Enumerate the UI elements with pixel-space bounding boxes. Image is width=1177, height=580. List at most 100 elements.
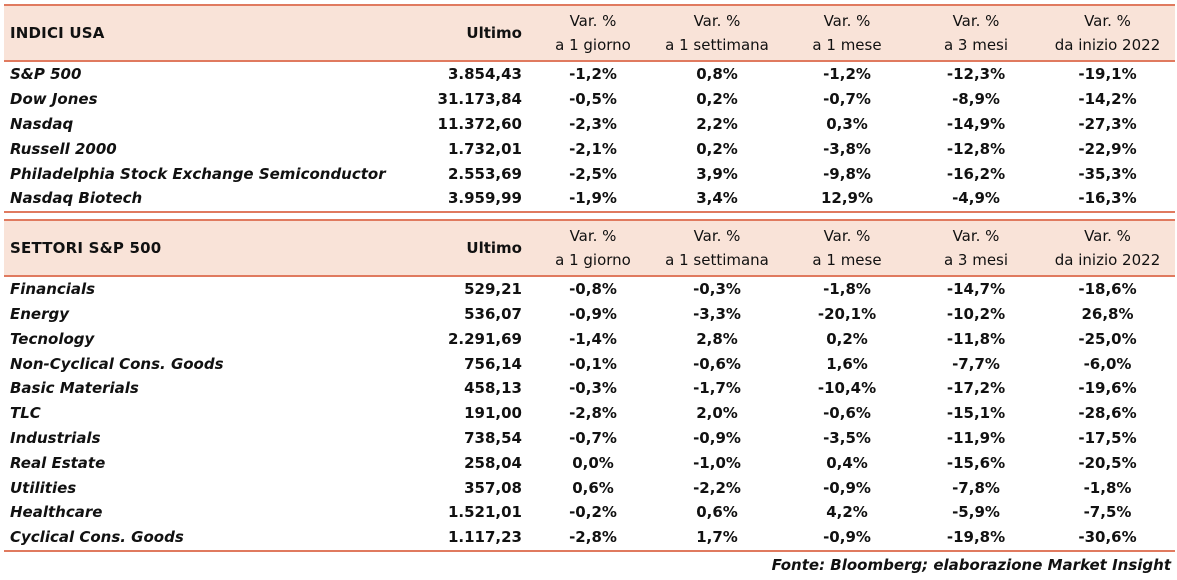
table-row: Non-Cyclical Cons. Goods 756,14 -0,1% -0,6%… bbox=[4, 351, 1175, 376]
row-variation-m1: -1,8% bbox=[823, 280, 871, 299]
column-header-line2: a 1 settimana bbox=[665, 250, 769, 269]
row-last-value: 1.117,23 bbox=[414, 524, 534, 552]
row-variation-m3: -11,9% bbox=[946, 428, 1006, 447]
table-row: Real Estate 258,04 0,0% -1,0% 0,4% -15,6% -20,… bbox=[4, 450, 1175, 475]
column-header-line2: a 1 mese bbox=[812, 250, 882, 269]
row-variation-w1: -0,3% bbox=[693, 280, 741, 299]
row-variation-m1: -0,9% bbox=[782, 524, 912, 552]
row-name: S&P 500 bbox=[10, 65, 82, 84]
column-header-line1: Var. % bbox=[1084, 226, 1131, 245]
table-row: Russell 2000 1.732,01 -2,1% 0,2% -3,8% -12,8%… bbox=[4, 136, 1175, 161]
row-variation-m3: -19,8% bbox=[912, 524, 1040, 552]
table-row: TLC 191,00 -2,8% 2,0% -0,6% -15,1% -28,6% bbox=[4, 401, 1175, 426]
row-variation-m3: -7,7% bbox=[952, 354, 1000, 373]
row-last-value: 1.732,01 bbox=[447, 139, 522, 158]
spacer-cell bbox=[4, 212, 1175, 220]
market-table-container: INDICI USA Ultimo Var. % a 1 giorno Var. % a … bbox=[4, 4, 1175, 552]
column-header-line1: Var. % bbox=[1084, 12, 1131, 30]
row-variation-d1: -1,2% bbox=[569, 65, 617, 84]
table-row: Financials 529,21 -0,8% -0,3% -1,8% -14,7% -18… bbox=[4, 276, 1175, 302]
row-variation-w1: -1,7% bbox=[693, 379, 741, 398]
column-header-variation: Var. % da inizio 2022 bbox=[1040, 218, 1175, 277]
row-variation-d1: -1,4% bbox=[569, 329, 617, 348]
row-last-value: 31.173,84 bbox=[437, 90, 522, 109]
table-row: S&P 500 3.854,43 -1,2% 0,8% -1,2% -12,3% -19,1… bbox=[4, 61, 1175, 87]
row-variation-ytd: -6,0% bbox=[1083, 354, 1132, 373]
row-variation-m1: -20,1% bbox=[817, 304, 877, 323]
row-variation-ytd: -19,6% bbox=[1078, 379, 1137, 398]
table-row: Dow Jones 31.173,84 -0,5% 0,2% -0,7% -8,9% -14… bbox=[4, 87, 1175, 112]
row-last-value: 3.854,43 bbox=[447, 65, 522, 84]
row-variation-m3: -17,2% bbox=[946, 379, 1006, 398]
column-header-variation: Var. % a 1 mese bbox=[782, 4, 912, 62]
column-header-line1: Var. % bbox=[823, 226, 871, 245]
row-variation-m1: -9,8% bbox=[823, 164, 871, 183]
row-variation-w1: -0,6% bbox=[693, 354, 741, 373]
row-variation-m1: -0,7% bbox=[823, 90, 871, 109]
row-variation-w1: -2,2% bbox=[693, 478, 741, 497]
row-last-value: 191,00 bbox=[464, 404, 522, 423]
row-variation-d1: 0,6% bbox=[572, 478, 614, 497]
row-last-value: 11.372,60 bbox=[437, 114, 522, 133]
row-last-value: 529,21 bbox=[464, 280, 522, 299]
row-variation-w1: 0,8% bbox=[696, 65, 738, 84]
row-variation-d1: -2,8% bbox=[534, 524, 652, 552]
row-variation-m1: -3,8% bbox=[823, 139, 871, 158]
row-variation-m1: 0,2% bbox=[826, 329, 868, 348]
row-last-value: 2.553,69 bbox=[447, 164, 522, 183]
row-last-value: 357,08 bbox=[464, 478, 522, 497]
row-variation-m1: 12,9% bbox=[782, 185, 912, 213]
table-row: Energy 536,07 -0,9% -3,3% -20,1% -10,2% 26,8% bbox=[4, 302, 1175, 327]
column-header-variation: Var. % a 1 settimana bbox=[652, 4, 782, 62]
row-last-value: 3.959,99 bbox=[414, 185, 534, 213]
row-variation-ytd: -17,5% bbox=[1078, 428, 1137, 447]
row-variation-ytd: -28,6% bbox=[1078, 404, 1137, 423]
row-variation-ytd: -35,3% bbox=[1078, 164, 1137, 183]
row-name: Tecnology bbox=[10, 329, 95, 348]
column-header-line2: a 1 mese bbox=[812, 36, 882, 54]
row-variation-ytd: -1,8% bbox=[1083, 478, 1132, 497]
row-variation-ytd: -7,5% bbox=[1083, 503, 1132, 522]
section-header-row: INDICI USA Ultimo Var. % a 1 giorno Var. % a … bbox=[4, 4, 1175, 62]
column-header-variation: Var. % a 1 mese bbox=[782, 218, 912, 277]
row-variation-w1: 2,0% bbox=[696, 404, 738, 423]
row-variation-m1: 1,6% bbox=[826, 354, 868, 373]
row-variation-d1: -2,3% bbox=[569, 114, 617, 133]
row-name: Utilities bbox=[10, 478, 77, 497]
row-variation-w1: 2,8% bbox=[696, 329, 738, 348]
row-variation-m3: -8,9% bbox=[952, 90, 1000, 109]
row-variation-m3: -10,2% bbox=[946, 304, 1006, 323]
row-variation-w1: 2,2% bbox=[696, 114, 738, 133]
column-header-last: Ultimo bbox=[414, 4, 534, 62]
column-header-line2: da inizio 2022 bbox=[1054, 250, 1161, 269]
row-variation-d1: -0,5% bbox=[569, 90, 617, 109]
row-variation-ytd: -14,2% bbox=[1078, 90, 1137, 109]
row-name: Dow Jones bbox=[10, 90, 98, 109]
row-variation-d1: -2,5% bbox=[569, 164, 617, 183]
row-variation-m3: -4,9% bbox=[912, 185, 1040, 213]
row-last-value: 2.291,69 bbox=[447, 329, 522, 348]
section-title: SETTORI S&P 500 bbox=[4, 218, 414, 277]
row-name: Financials bbox=[10, 280, 96, 299]
row-name: Basic Materials bbox=[10, 379, 139, 398]
row-variation-w1: 3,4% bbox=[652, 185, 782, 213]
row-variation-ytd: 26,8% bbox=[1081, 304, 1134, 323]
row-variation-m1: 4,2% bbox=[826, 503, 868, 522]
row-variation-w1: 3,9% bbox=[696, 164, 738, 183]
market-table: INDICI USA Ultimo Var. % a 1 giorno Var. % a … bbox=[4, 4, 1175, 552]
column-header-variation: Var. % a 3 mesi bbox=[912, 4, 1040, 62]
table-row: Philadelphia Stock Exchange Semiconducto… bbox=[4, 161, 1175, 186]
row-last-value: 756,14 bbox=[464, 354, 522, 373]
row-variation-d1: -0,8% bbox=[569, 280, 617, 299]
column-header-variation: Var. % a 1 settimana bbox=[652, 218, 782, 277]
column-header-last: Ultimo bbox=[414, 218, 534, 277]
table-row: Industrials 738,54 -0,7% -0,9% -3,5% -11,9% -1… bbox=[4, 426, 1175, 451]
row-variation-m3: -15,6% bbox=[946, 453, 1006, 472]
section-header-row: SETTORI S&P 500 Ultimo Var. % a 1 giorno Var… bbox=[4, 218, 1175, 277]
column-header-line2: a 1 giorno bbox=[555, 36, 631, 54]
column-header-line1: Var. % bbox=[693, 226, 741, 245]
row-variation-m1: -0,6% bbox=[823, 404, 871, 423]
row-last-value: 458,13 bbox=[464, 379, 522, 398]
row-name: Nasdaq Biotech bbox=[4, 185, 414, 213]
row-last-value: 258,04 bbox=[464, 453, 522, 472]
